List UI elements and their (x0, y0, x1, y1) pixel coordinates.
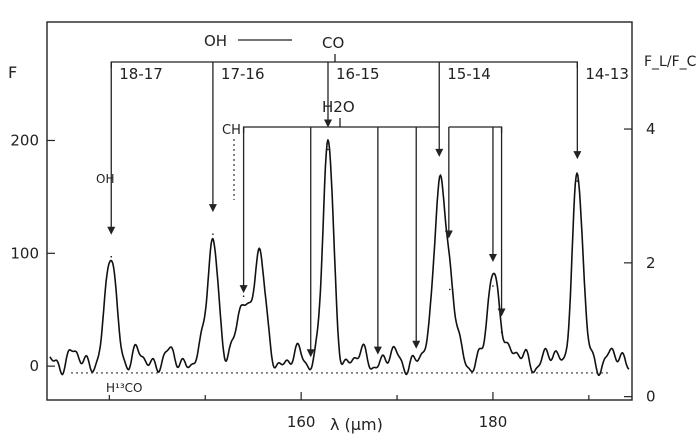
co-arrow-head (435, 148, 444, 157)
co-transition-label: 17-16 (221, 65, 265, 83)
peak-point (492, 285, 494, 287)
h2o-arrow-head (412, 340, 421, 349)
oh-header-label: OH (204, 32, 227, 50)
h2o-arrow-head (239, 285, 248, 294)
y-axis-left-ticks: 0 100 200 (10, 131, 55, 375)
h2o-line-arrows (239, 127, 506, 358)
co-transition-label: 16-15 (336, 65, 380, 83)
peak-markers (110, 148, 579, 334)
peak-point (242, 295, 245, 297)
peak-point (327, 148, 329, 151)
peak-point (500, 331, 503, 334)
x-axis-ticks: 160 180 (108, 392, 590, 431)
co-transition-arrows (107, 62, 582, 235)
oh-small-label: OH (96, 172, 114, 186)
x-axis-label: λ (μm) (330, 415, 383, 434)
co-transition-label: 15-14 (447, 65, 491, 83)
h2o-arrow-head (306, 349, 315, 358)
plot-frame (46, 21, 633, 401)
h2o-arrow-head (497, 308, 506, 317)
y-right-tick-label: 4 (646, 120, 656, 138)
h2o-arrow-head (444, 230, 453, 239)
y-tick-label: 100 (10, 244, 39, 262)
y-right-tick-label: 2 (646, 254, 656, 272)
peak-point (448, 288, 451, 291)
h13co-label: H¹³CO (106, 381, 142, 395)
y-right-tick-label: 0 (646, 388, 656, 406)
co-transition-label: 14-13 (585, 65, 629, 83)
peak-point (576, 180, 579, 182)
peak-point (110, 255, 113, 258)
x-tick-label: 160 (287, 413, 316, 431)
y-axis-right-label: F_L/F_C (644, 54, 697, 70)
peak-point (258, 249, 260, 251)
h2o-label: H2O (322, 98, 355, 116)
y-axis-left-label: F (8, 63, 17, 82)
co-arrow-head (573, 151, 582, 160)
h2o-bracket (242, 126, 503, 133)
co-transition-labels: 18-17 17-16 16-15 15-14 14-13 (119, 65, 629, 83)
ch-label: CH (222, 123, 241, 138)
y-axis-right-ticks: 0 2 4 (624, 120, 656, 406)
h2o-arrow-head (488, 253, 497, 262)
line-annotations: OH CO 18-17 17-16 16-15 15-14 14-13 H2O CH O… (96, 32, 629, 395)
co-arrow-head (208, 204, 217, 213)
x-tick-label: 180 (479, 413, 508, 431)
co-transition-label: 18-17 (119, 65, 163, 83)
y-tick-label: 200 (10, 131, 39, 149)
spectrum-line (49, 139, 630, 376)
peak-point (212, 233, 214, 235)
h2o-arrow-head (373, 346, 382, 355)
co-arrow-head (107, 226, 116, 235)
y-tick-label: 0 (29, 357, 39, 375)
co-header-label: CO (322, 34, 344, 52)
co-arrow-head (323, 119, 332, 128)
peak-point (438, 178, 441, 180)
